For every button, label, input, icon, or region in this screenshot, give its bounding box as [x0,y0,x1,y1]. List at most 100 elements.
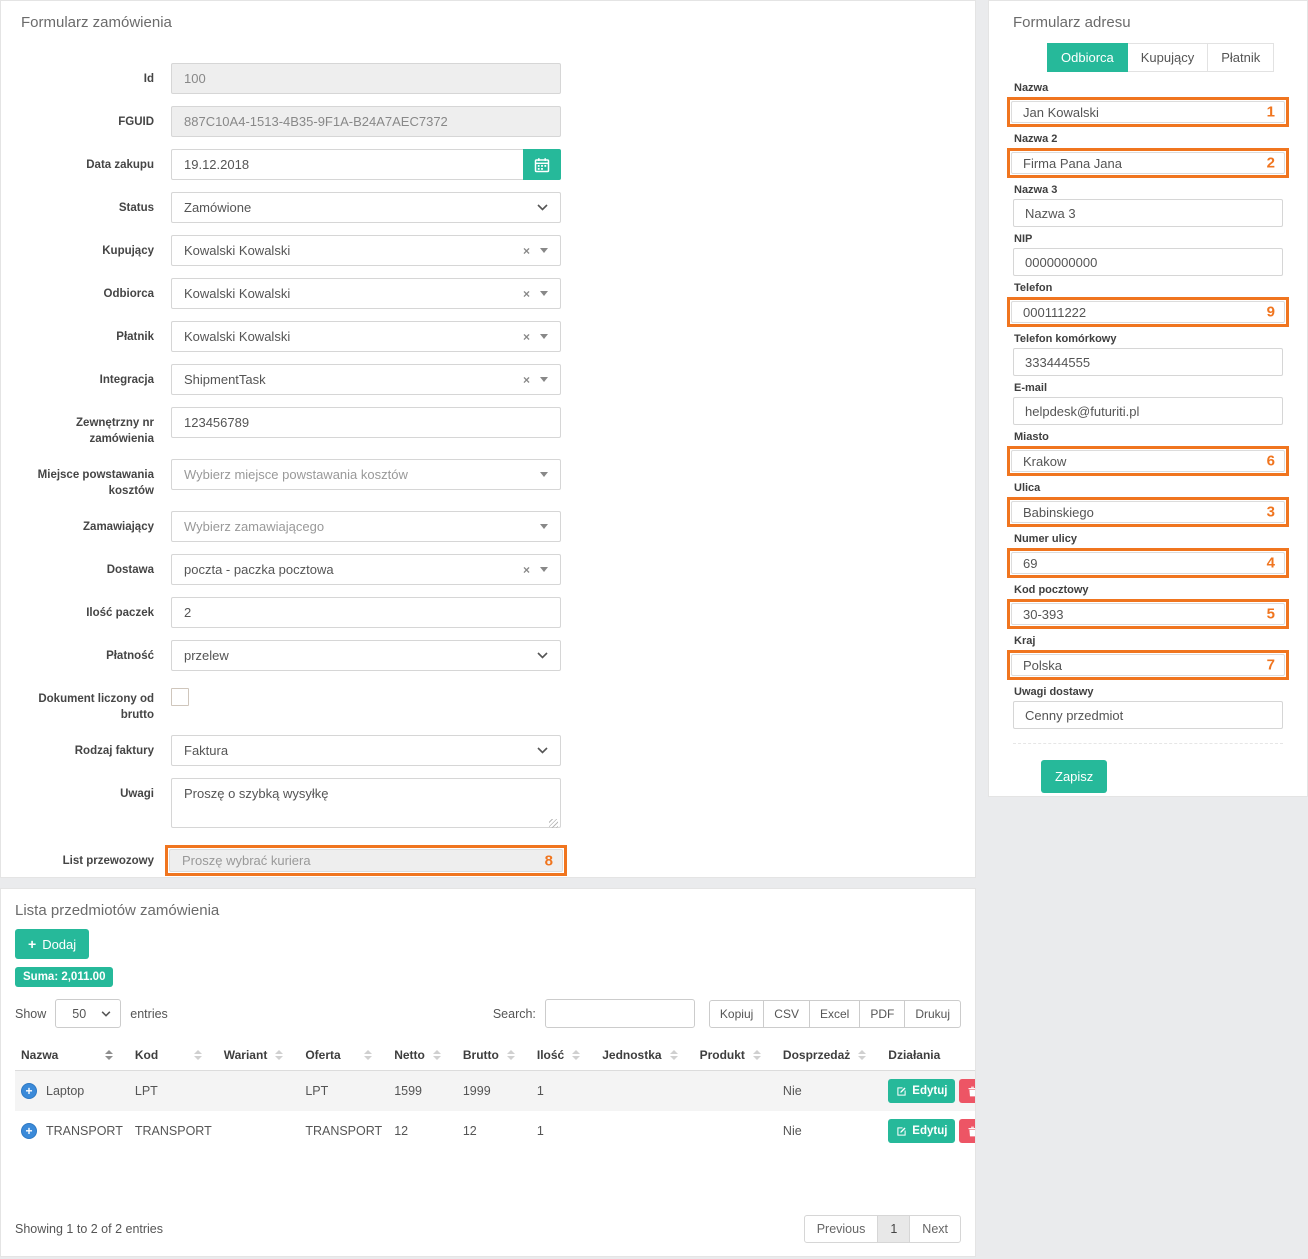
email-input[interactable] [1013,397,1283,425]
external-order-number-input[interactable] [171,407,561,438]
items-table: Nazwa Kod Wariant Oferta Netto Brutto Il… [15,1040,975,1151]
column-header-netto[interactable]: Netto [388,1040,457,1071]
address-field-delivery-notes: Uwagi dostawy [1013,686,1283,729]
gross-checkbox[interactable] [171,688,189,707]
field-row-external-number: Zewnętrzny nr zamówienia [21,407,955,447]
payer-select[interactable]: Kowalski Kowalski × [171,321,561,352]
sort-icon [425,1050,441,1060]
column-header-kod[interactable]: Kod [128,1040,218,1071]
caret-down-icon [540,567,548,573]
column-header-jednostka[interactable]: Jednostka [596,1040,694,1071]
cost-center-select[interactable]: Wybierz miejsce powstawania kosztów [171,459,561,491]
highlight-number: 8 [544,852,553,870]
column-header-oferta[interactable]: Oferta [299,1040,389,1071]
highlight-box: 2 [1007,148,1289,178]
street-input[interactable] [1011,501,1285,523]
notes-textarea[interactable]: Proszę o szybką wysyłkę [171,778,561,829]
status-select[interactable]: Zamówione [171,192,561,223]
name2-input[interactable] [1011,152,1285,174]
clear-icon[interactable]: × [522,562,530,577]
order-form-panel: Formularz zamówienia Id FGUID Data zakup… [0,0,976,878]
pagination-previous[interactable]: Previous [816,1222,866,1236]
resize-handle-icon[interactable] [549,819,558,829]
name3-input[interactable] [1013,199,1283,227]
buyer-select[interactable]: Kowalski Kowalski × [171,235,561,266]
address-field-nip: NIP [1013,233,1283,276]
package-count-input[interactable] [171,597,561,629]
excel-button[interactable]: Excel [808,999,861,1028]
clear-icon[interactable]: × [522,372,530,387]
csv-button[interactable]: CSV [763,999,810,1028]
expand-row-icon[interactable]: + [21,1123,37,1139]
purchase-date-input[interactable] [171,149,561,180]
integration-select[interactable]: ShipmentTask × [171,364,561,395]
sort-icon [186,1050,202,1060]
tab-odbiorca[interactable]: Odbiorca [1047,43,1128,72]
country-input[interactable] [1011,654,1285,676]
mobile-phone-input[interactable] [1013,348,1283,376]
payment-select[interactable]: przelew [171,640,561,672]
highlight-box: 9 [1007,297,1289,327]
column-header-dosprzedaz[interactable]: Dosprzedaż [776,1040,883,1071]
city-input[interactable] [1011,450,1285,472]
page-length-select[interactable]: 50 [55,999,122,1028]
search-input[interactable] [544,999,695,1028]
highlight-box: 4 [1007,548,1289,578]
field-row-id: Id [21,63,955,94]
highlight-number: 7 [1266,656,1275,674]
phone-input[interactable] [1011,301,1285,323]
field-row-invoice-type: Rodzaj faktury Faktura [21,735,955,767]
delivery-notes-input[interactable] [1013,701,1283,729]
row-delete-button[interactable]: Usuń [959,1079,975,1103]
table-row: + TRANSPORT TRANSPORT TRANSPORT 12 12 1 N… [15,1111,975,1151]
recipient-select[interactable]: Kowalski Kowalski × [171,278,561,309]
edit-button[interactable]: Edytuj [888,1119,956,1143]
address-field-city: Miasto 6 [1007,431,1289,476]
pdf-button[interactable]: PDF [859,999,906,1028]
invoice-type-select[interactable]: Faktura [171,735,561,767]
table-footer: Showing 1 to 2 of 2 entries Previous 1 N… [15,1215,961,1243]
highlight-number: 1 [1266,103,1275,121]
copy-button[interactable]: Kopiuj [708,999,765,1028]
items-panel-title: Lista przedmiotów zamówienia [15,902,220,919]
column-header-nazwa[interactable]: Nazwa [15,1040,129,1071]
caret-down-icon [540,377,548,382]
address-field-mobile: Telefon komórkowy [1013,333,1283,376]
column-header-wariant[interactable]: Wariant [217,1040,300,1071]
orderer-select[interactable]: Wybierz zamawiającego [171,511,561,543]
column-header-brutto[interactable]: Brutto [456,1040,531,1071]
field-row-fguid: FGUID [21,106,955,137]
add-item-button[interactable]: + Dodaj [15,929,90,959]
address-form-panel: Formularz adresu Odbiorca Kupujący Płatn… [988,0,1308,797]
postal-code-input[interactable] [1011,603,1285,625]
edit-button[interactable]: Edytuj [888,1079,956,1103]
field-row-orderer: Zamawiający Wybierz zamawiającego [21,511,955,543]
calendar-button[interactable] [523,149,561,180]
field-row-package-count: Ilość paczek [21,597,955,629]
delivery-select[interactable]: poczta - paczka pocztowa × [171,554,561,586]
tab-kupujacy[interactable]: Kupujący [1127,43,1209,72]
clear-icon[interactable]: × [522,286,530,301]
fguid-input [171,106,561,137]
pagination: Previous 1 Next [803,1215,961,1243]
pagination-page-1[interactable]: 1 [877,1216,911,1242]
name-input[interactable] [1011,101,1285,123]
table-controls: Show 50 entries Search: Kopiuj CSV [15,999,961,1028]
tab-platnik[interactable]: Płatnik [1208,43,1275,72]
nip-input[interactable] [1013,248,1283,276]
pagination-next[interactable]: Next [922,1222,948,1236]
sort-icon [564,1050,581,1060]
address-save-button[interactable]: Zapisz [1041,760,1108,793]
row-delete-button[interactable]: Usuń [959,1119,975,1143]
street-number-input[interactable] [1011,552,1285,574]
highlight-number: 5 [1266,605,1275,623]
chevron-down-icon [537,652,548,659]
column-header-ilosc[interactable]: Ilość [530,1040,597,1071]
column-header-produkt[interactable]: Produkt [693,1040,777,1071]
expand-row-icon[interactable]: + [21,1083,37,1099]
edit-icon [897,1126,906,1136]
chevron-down-icon [537,747,548,754]
print-button[interactable]: Drukuj [904,999,961,1028]
clear-icon[interactable]: × [522,329,530,344]
clear-icon[interactable]: × [522,243,530,258]
